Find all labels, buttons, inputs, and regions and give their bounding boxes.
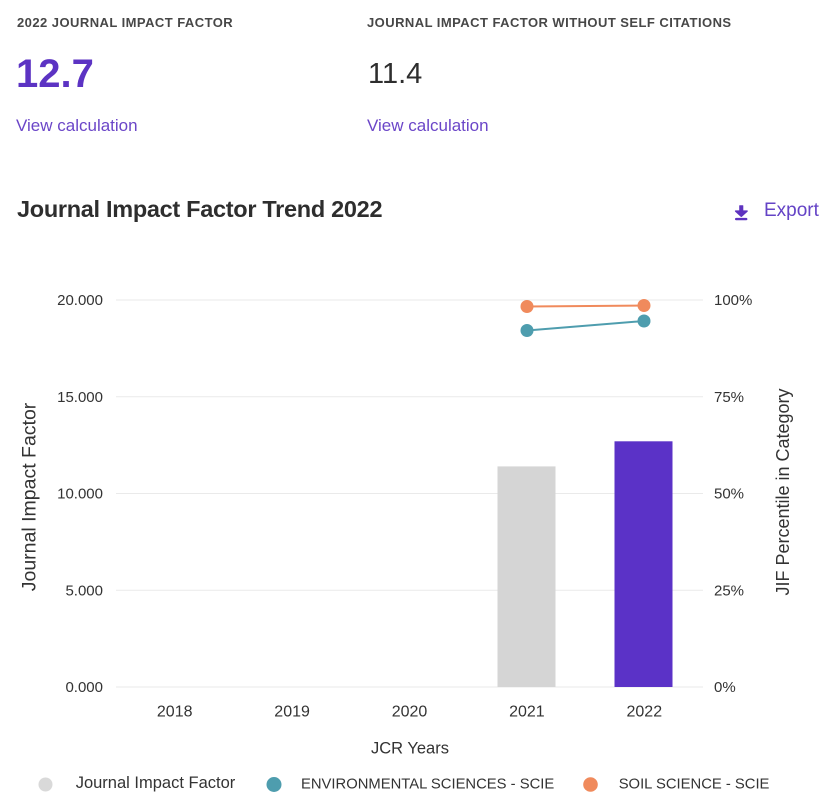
svg-text:JCR Years: JCR Years: [371, 740, 449, 758]
svg-text:10.000: 10.000: [57, 486, 103, 503]
svg-text:2019: 2019: [274, 704, 310, 721]
svg-text:5.000: 5.000: [65, 583, 103, 600]
svg-text:SOIL SCIENCE - SCIE: SOIL SCIENCE - SCIE: [619, 777, 770, 793]
svg-text:25%: 25%: [714, 583, 744, 600]
svg-text:JIF Percentile in Category: JIF Percentile in Category: [773, 388, 793, 595]
svg-text:100%: 100%: [714, 292, 752, 309]
svg-text:2021: 2021: [509, 704, 545, 721]
svg-text:ENVIRONMENTAL SCIENCES - SCIE: ENVIRONMENTAL SCIENCES - SCIE: [301, 777, 554, 793]
svg-text:0.000: 0.000: [65, 679, 103, 696]
svg-text:2020: 2020: [392, 704, 428, 721]
svg-text:2018: 2018: [157, 704, 193, 721]
svg-text:Journal Impact Factor: Journal Impact Factor: [76, 774, 236, 792]
svg-text:2022: 2022: [627, 704, 663, 721]
svg-text:75%: 75%: [714, 389, 744, 406]
svg-text:50%: 50%: [714, 486, 744, 503]
svg-text:20.000: 20.000: [57, 292, 103, 309]
svg-text:15.000: 15.000: [57, 389, 103, 406]
svg-text:0%: 0%: [714, 679, 736, 696]
svg-text:Journal Impact Factor: Journal Impact Factor: [19, 402, 41, 591]
